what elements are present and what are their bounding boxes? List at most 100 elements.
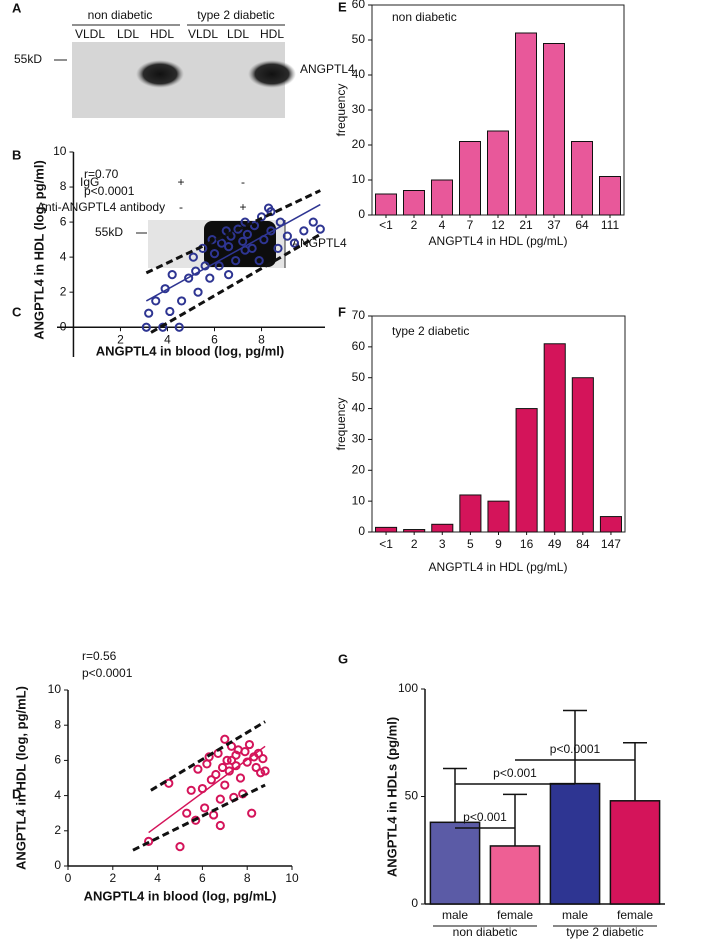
point bbox=[167, 270, 177, 280]
y-tick-label: 40 bbox=[352, 401, 366, 415]
point bbox=[224, 242, 234, 252]
bar bbox=[431, 179, 453, 216]
bar bbox=[489, 845, 541, 905]
point bbox=[144, 836, 154, 846]
point bbox=[193, 764, 203, 774]
point bbox=[260, 766, 270, 776]
sign: - bbox=[179, 200, 183, 214]
y-tick-label: 30 bbox=[352, 432, 366, 446]
lane-label: LDL bbox=[117, 27, 139, 41]
x-tick-label: 6 bbox=[199, 871, 206, 885]
y-tick-label: 50 bbox=[352, 370, 366, 384]
y-tick-label: 60 bbox=[352, 0, 366, 11]
x-tick-label: male bbox=[442, 908, 468, 922]
y-axis-label: ANGPTL4 in HDL (log, pg/mL) bbox=[13, 686, 28, 870]
point bbox=[188, 252, 198, 262]
sign: + bbox=[177, 175, 184, 189]
point bbox=[238, 236, 248, 246]
y-tick-label: 40 bbox=[352, 67, 366, 81]
y-tick-label: 20 bbox=[352, 462, 366, 476]
y-tick-label: 8 bbox=[54, 717, 61, 731]
x-axis-label: ANGPTL4 in HDL (pg/mL) bbox=[429, 560, 568, 574]
row-label: Anti-ANGPTL4 antibody bbox=[37, 200, 165, 214]
panel-label: F bbox=[338, 304, 346, 319]
panel-label: A bbox=[12, 0, 22, 15]
y-tick-label: 4 bbox=[54, 788, 61, 802]
x-axis-label: ANGPTL4 in HDL (pg/mL) bbox=[429, 234, 568, 248]
point bbox=[206, 775, 216, 785]
point bbox=[254, 256, 264, 266]
annotation: r=0.70 bbox=[84, 167, 119, 181]
point bbox=[244, 739, 255, 750]
point bbox=[273, 243, 283, 253]
fit-line bbox=[145, 203, 321, 302]
x-axis-label: ANGPTL4 in blood (log, pg/mL) bbox=[84, 888, 277, 903]
x-tick-label: 16 bbox=[520, 537, 534, 551]
x-tick-label: 4 bbox=[154, 871, 161, 885]
bar bbox=[459, 494, 482, 533]
y-tick-label: 0 bbox=[358, 524, 365, 538]
x-tick-label: 9 bbox=[495, 537, 502, 551]
annotation: p<0.0001 bbox=[84, 184, 135, 198]
point bbox=[217, 762, 228, 773]
protein-label: ANGPTL4 bbox=[292, 236, 347, 250]
point bbox=[165, 306, 175, 317]
x-tick-label: 147 bbox=[601, 537, 621, 551]
group-label: type 2 diabetic bbox=[566, 925, 643, 939]
point bbox=[231, 256, 241, 266]
blot-a: A non diabetic type 2 diabetic VLDL LDL … bbox=[12, 0, 355, 118]
x-tick-label: 5 bbox=[467, 537, 474, 551]
bar bbox=[431, 523, 454, 533]
x-tick-label: 4 bbox=[439, 218, 446, 232]
x-tick-label: 84 bbox=[576, 537, 590, 551]
marker-label: 55kD bbox=[14, 52, 42, 66]
point bbox=[240, 747, 250, 757]
bar bbox=[403, 190, 425, 216]
bound-line bbox=[145, 189, 321, 275]
x-tick-label: <1 bbox=[379, 218, 393, 232]
bar bbox=[429, 821, 481, 905]
bar bbox=[375, 526, 398, 533]
x-tick-label: 21 bbox=[519, 218, 533, 232]
point bbox=[205, 273, 215, 283]
x-tick-label: 2 bbox=[411, 218, 418, 232]
panel-label: G bbox=[338, 651, 348, 666]
panel-label: B bbox=[12, 147, 21, 162]
group-label: non diabetic bbox=[453, 925, 518, 939]
fit-line bbox=[148, 745, 266, 834]
annotation: p<0.0001 bbox=[82, 666, 133, 680]
point bbox=[151, 296, 161, 306]
bar bbox=[609, 800, 661, 905]
point bbox=[220, 734, 230, 744]
x-tick-label: 2 bbox=[117, 332, 124, 346]
point bbox=[220, 780, 230, 790]
y-tick-label: 8 bbox=[60, 179, 67, 193]
x-tick-label: 2 bbox=[411, 537, 418, 551]
y-tick-label: 100 bbox=[398, 681, 418, 695]
bar bbox=[571, 377, 594, 533]
annotation: non diabetic bbox=[392, 10, 457, 24]
annotation: type 2 diabetic bbox=[392, 324, 469, 338]
x-tick-label: male bbox=[562, 908, 588, 922]
point bbox=[184, 273, 194, 283]
bar bbox=[543, 43, 565, 216]
point bbox=[141, 322, 151, 332]
x-tick-label: 64 bbox=[575, 218, 589, 232]
point bbox=[240, 217, 250, 227]
bar bbox=[515, 408, 538, 533]
point bbox=[214, 261, 224, 271]
x-tick-label: female bbox=[617, 908, 653, 922]
bound-line bbox=[132, 783, 266, 852]
y-tick-label: 10 bbox=[352, 172, 366, 186]
point bbox=[209, 249, 220, 259]
y-axis-label: frequency bbox=[334, 84, 348, 137]
point bbox=[209, 810, 219, 820]
point bbox=[258, 754, 268, 764]
bar bbox=[549, 782, 601, 905]
x-tick-label: 3 bbox=[439, 537, 446, 551]
y-axis-label: ANGPTL4 in HDLs (pg/ml) bbox=[384, 717, 399, 877]
point bbox=[251, 762, 261, 773]
point bbox=[186, 785, 196, 795]
lane-label: VLDL bbox=[75, 27, 105, 41]
